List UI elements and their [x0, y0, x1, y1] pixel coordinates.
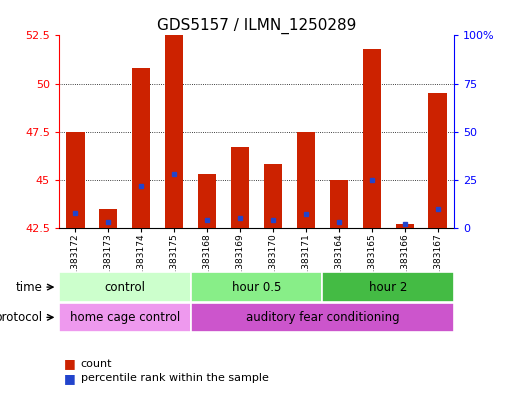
- Text: hour 0.5: hour 0.5: [232, 281, 281, 294]
- Bar: [396, 224, 413, 228]
- Bar: [363, 49, 381, 228]
- Text: protocol: protocol: [0, 311, 43, 324]
- Title: GDS5157 / ILMN_1250289: GDS5157 / ILMN_1250289: [157, 18, 356, 34]
- Text: percentile rank within the sample: percentile rank within the sample: [81, 373, 268, 383]
- Text: count: count: [81, 358, 112, 369]
- Bar: [198, 174, 216, 228]
- Bar: [191, 272, 322, 302]
- Text: time: time: [16, 281, 43, 294]
- Bar: [191, 303, 454, 332]
- Bar: [59, 303, 191, 332]
- Bar: [231, 147, 249, 228]
- Text: ■: ■: [64, 371, 76, 385]
- Bar: [322, 272, 454, 302]
- Bar: [165, 35, 183, 228]
- Text: auditory fear conditioning: auditory fear conditioning: [246, 311, 399, 324]
- Bar: [132, 68, 150, 228]
- Text: control: control: [104, 281, 145, 294]
- Text: home cage control: home cage control: [70, 311, 180, 324]
- Bar: [264, 164, 282, 228]
- Bar: [297, 132, 315, 228]
- Bar: [100, 209, 117, 228]
- Text: ■: ■: [64, 357, 76, 370]
- Bar: [59, 272, 191, 302]
- Bar: [66, 132, 85, 228]
- Text: hour 2: hour 2: [369, 281, 407, 294]
- Bar: [330, 180, 348, 228]
- Bar: [428, 93, 447, 228]
